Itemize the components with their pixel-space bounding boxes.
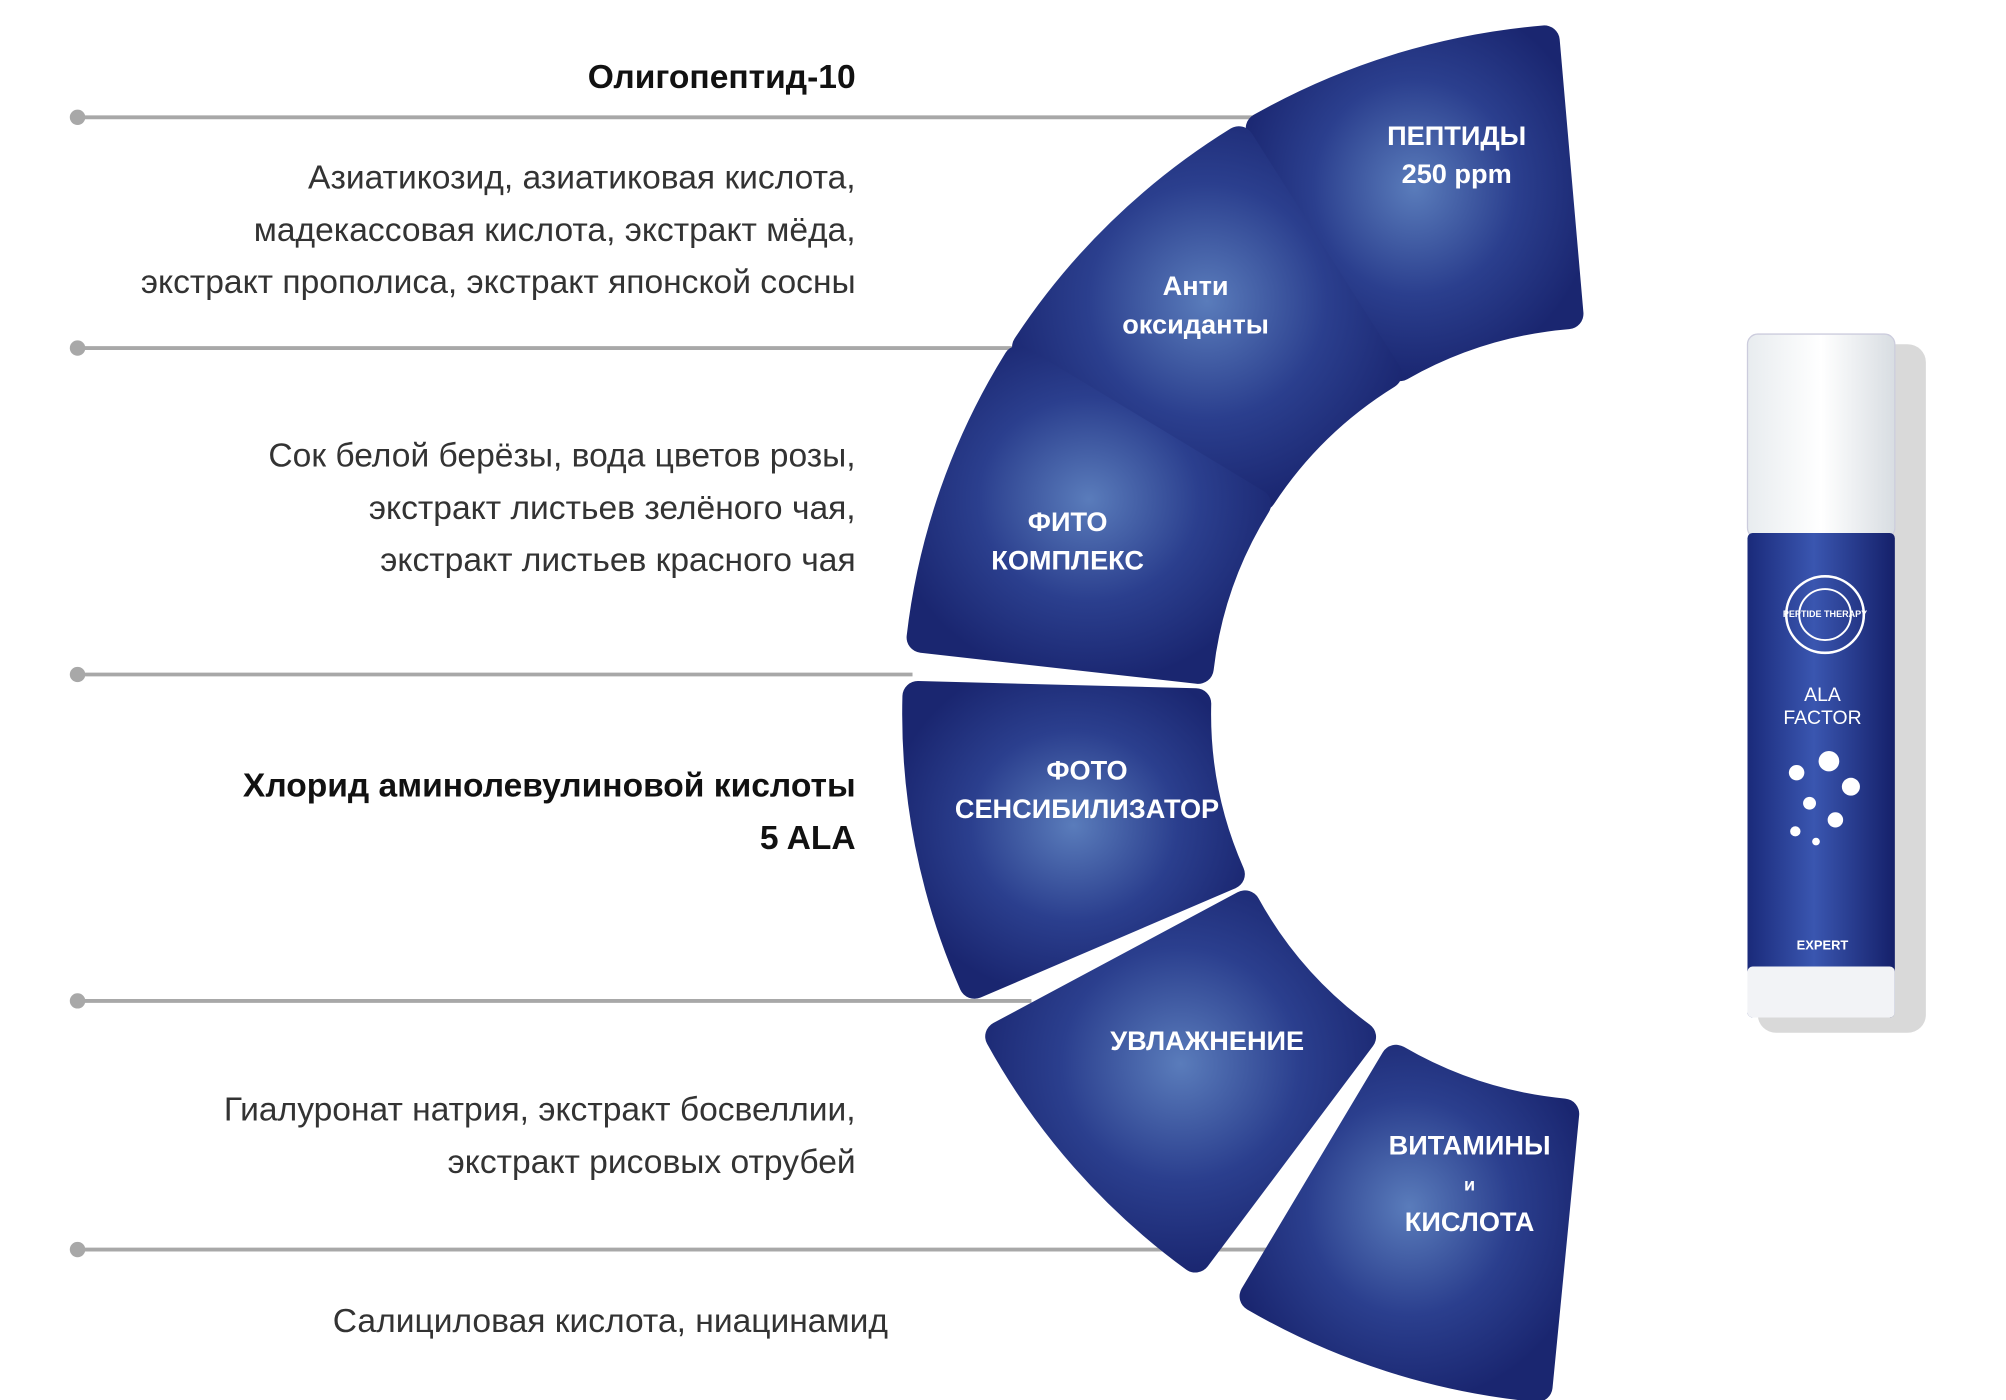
base [1747, 966, 1895, 1018]
segment-label: ПЕПТИДЫ [1387, 121, 1526, 151]
ingredient-text: Азиатикозид, азиатиковая кислота, [308, 160, 856, 197]
ingredient-text: Салициловая кислота, ниацинамид [333, 1303, 888, 1340]
ingredient-text: мадекассовая кислота, экстракт мёда, [254, 212, 856, 249]
ingredient-heading: Хлорид аминолевулиновой кислоты [243, 768, 856, 805]
separator-dot [69, 109, 86, 125]
segment-tile [985, 890, 1377, 1273]
logo [1798, 588, 1852, 642]
ingredient-text: экстракт листьев красного чая [380, 542, 855, 579]
body [1747, 532, 1895, 1018]
segment-label: ВИТАМИНЫ [1389, 1131, 1551, 1161]
segment-label: оксиданты [1122, 310, 1269, 340]
segment-tile [1245, 25, 1584, 382]
product-name: ALA [1804, 685, 1841, 706]
segment-label: СЕНСИБИЛИЗАТОР [955, 794, 1219, 824]
segment-label: ФОТО [1046, 756, 1127, 786]
molecule [1788, 751, 1860, 846]
separator-dot [69, 666, 86, 683]
separator-dot [69, 1241, 86, 1258]
segment-label: КОМПЛЕКС [991, 546, 1144, 576]
segment-tile [902, 681, 1245, 999]
cap [1746, 333, 1896, 539]
segment-label: 250 ppm [1402, 159, 1512, 189]
segment-label: и [1464, 1175, 1475, 1195]
ingredient-text: Гиалуронат натрия, экстракт босвеллии, [224, 1092, 856, 1129]
segment-label: ФИТО [1028, 507, 1108, 537]
ingredient-heading: Олигопептид-10 [588, 59, 856, 96]
ingredient-text: экстракт прополиса, экстракт японской со… [141, 264, 856, 301]
ingredient-text: экстракт листьев зелёного чая, [369, 490, 856, 527]
segment-label: Анти [1163, 271, 1229, 301]
segment-tile [1239, 1044, 1580, 1400]
segment-label: КИСЛОТА [1405, 1207, 1535, 1237]
separator-dot [69, 340, 86, 356]
product-line: EXPERT [1797, 938, 1849, 953]
product-name: FACTOR [1783, 708, 1861, 729]
ingredient-text: экстракт рисовых отрубей [448, 1144, 856, 1181]
ingredient-heading: 5 ALA [760, 820, 856, 857]
product-brand: PEPTIDE THERAPY [1783, 609, 1867, 619]
separator-dot [69, 993, 86, 1009]
ingredient-text: Сок белой берёзы, вода цветов розы, [268, 438, 855, 475]
logo [1784, 575, 1866, 655]
segment-tile [906, 345, 1272, 684]
segment-tile [1012, 126, 1402, 512]
segment-label: УВЛАЖНЕНИЕ [1110, 1026, 1304, 1056]
